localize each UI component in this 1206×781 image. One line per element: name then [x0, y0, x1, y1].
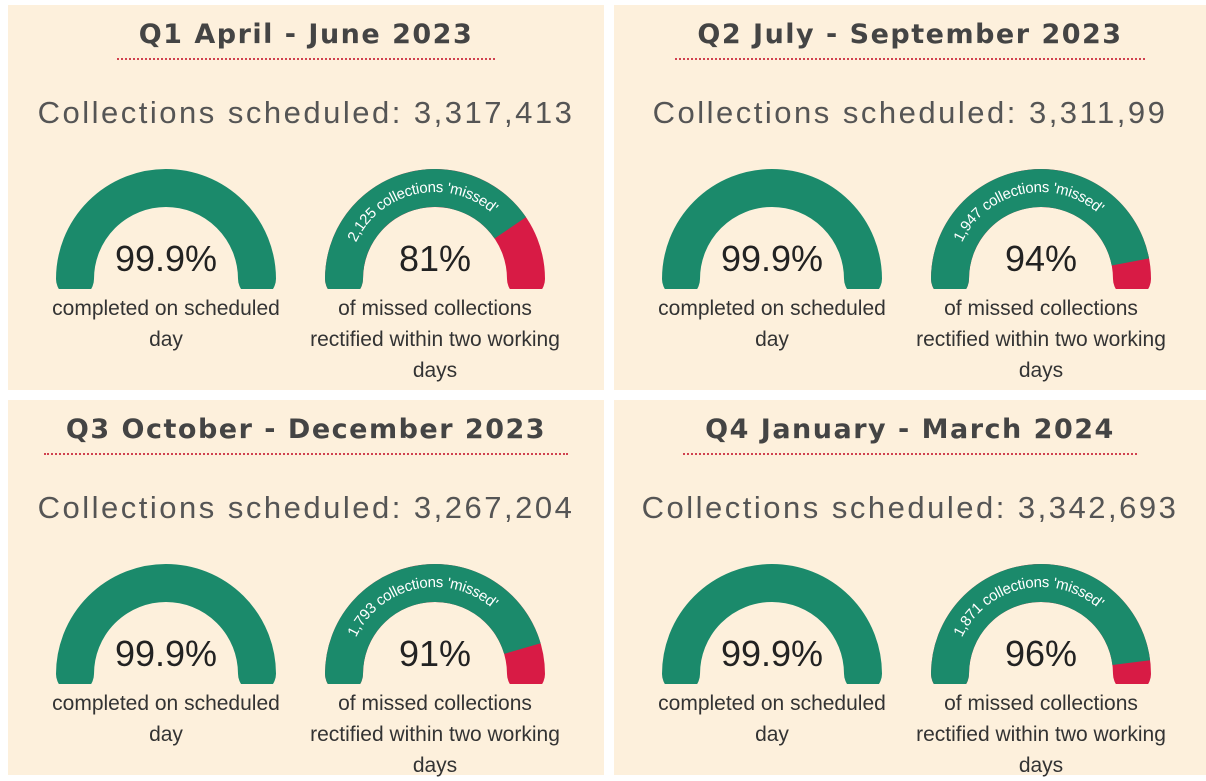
gauge-caption: completed on scheduled day	[52, 692, 280, 746]
gauge: 1,947 collections 'missed' 94% of missed c…	[911, 167, 1171, 386]
gauge-value-label: 99.9%	[115, 633, 217, 674]
gauge-caption: of missed collections rectified within t…	[310, 692, 560, 777]
gauge-value-label: 99.9%	[115, 238, 217, 279]
gauge-svg: 99.9%	[661, 168, 882, 289]
gauge: 99.9% completed on scheduled day	[36, 167, 296, 355]
panel-title: Q1 April - June 2023	[116, 19, 496, 60]
gauge-caption: of missed collections rectified within t…	[916, 297, 1166, 382]
gauge-svg: 99.9%	[55, 168, 276, 289]
gauge-svg: 1,947 collections 'missed'94%	[931, 169, 1151, 289]
gauge-caption: completed on scheduled day	[658, 297, 886, 351]
gauge-value-label: 96%	[1005, 633, 1077, 674]
gauge-value	[325, 564, 541, 675]
panel-subtitle: Collections scheduled: 3,267,204	[37, 490, 575, 525]
gauge-value-label: 81%	[399, 238, 471, 279]
panel-subtitle: Collections scheduled: 3,311,99	[652, 95, 1168, 130]
gauge-svg: 1,793 collections 'missed'91%	[325, 564, 545, 684]
gauge: 99.9% completed on scheduled day	[642, 167, 902, 355]
quarter-panel: Q1 April - June 2023 Collections schedule…	[8, 5, 604, 390]
quarter-panel: Q3 October - December 2023 Collections sc…	[8, 400, 604, 777]
gauge-caption: of missed collections rectified within t…	[310, 297, 560, 382]
gauge: 1,871 collections 'missed' 96% of missed c…	[911, 562, 1171, 781]
gauge-svg: 99.9%	[55, 563, 276, 684]
panel-subtitle: Collections scheduled: 3,342,693	[641, 490, 1179, 525]
gauge-caption: of missed collections rectified within t…	[916, 692, 1166, 777]
panel-subtitle: Collections scheduled: 3,317,413	[37, 95, 575, 130]
gauge-value	[55, 168, 276, 289]
gauge-svg: 1,871 collections 'missed'96%	[931, 564, 1151, 684]
gauge: 99.9% completed on scheduled day	[36, 562, 296, 750]
gauge-caption: completed on scheduled day	[658, 692, 886, 746]
quarter-panel: Q4 January - March 2024 Collections sched…	[614, 400, 1206, 777]
gauge-svg: 2,125 collections 'missed'81%	[325, 169, 545, 289]
title-wrap: Q3 October - December 2023	[8, 414, 604, 455]
panel-title: Q3 October - December 2023	[43, 414, 569, 455]
gauge-svg: 99.9%	[661, 563, 882, 684]
gauge-value-label: 91%	[399, 633, 471, 674]
panel-title: Q2 July - September 2023	[675, 19, 1145, 60]
gauge: 1,793 collections 'missed' 91% of missed c…	[305, 562, 565, 781]
gauge-value	[55, 563, 276, 684]
gauge-value	[931, 169, 1150, 280]
gauge-value-label: 99.9%	[721, 633, 823, 674]
title-wrap: Q4 January - March 2024	[614, 414, 1206, 455]
quarter-panel: Q2 July - September 2023 Collections sche…	[614, 5, 1206, 390]
gauge: 99.9% completed on scheduled day	[642, 562, 902, 750]
title-wrap: Q2 July - September 2023	[614, 19, 1206, 60]
gauge-value	[931, 564, 1151, 675]
gauge-value-label: 94%	[1005, 238, 1077, 279]
gauge-caption: completed on scheduled day	[52, 297, 280, 351]
gauge-value	[661, 168, 882, 289]
gauge-value	[325, 169, 526, 280]
gauge: 2,125 collections 'missed' 81% of missed c…	[305, 167, 565, 386]
panel-title: Q4 January - March 2024	[683, 414, 1137, 455]
title-wrap: Q1 April - June 2023	[8, 19, 604, 60]
gauge-value	[661, 563, 882, 684]
gauge-value-label: 99.9%	[721, 238, 823, 279]
